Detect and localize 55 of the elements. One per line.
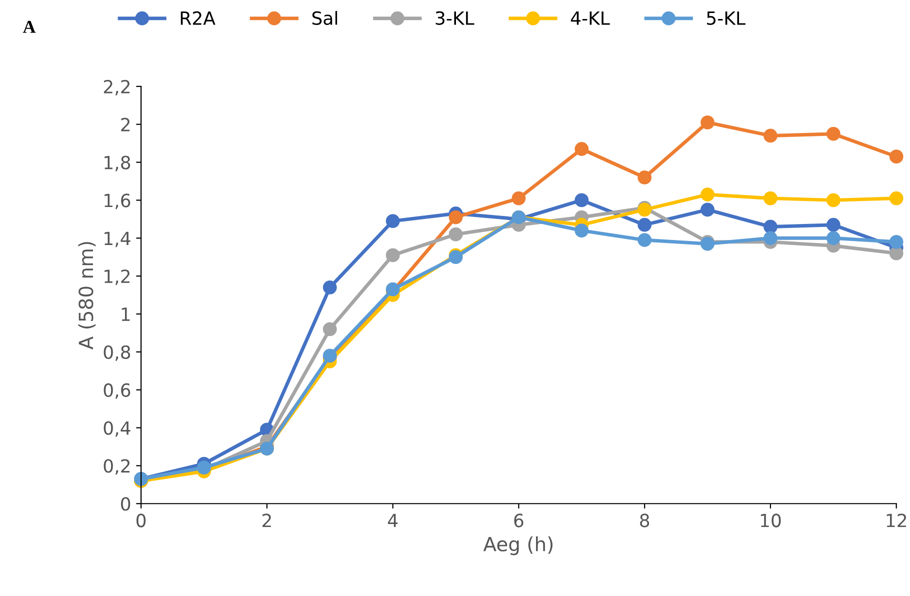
point bbox=[826, 126, 840, 141]
text: A bbox=[22, 20, 36, 33]
x-tick-label: 6 bbox=[514, 514, 524, 528]
legend-label: 5-KL bbox=[707, 12, 746, 25]
point bbox=[386, 214, 400, 228]
x-tick-label: 10 bbox=[760, 514, 781, 528]
point bbox=[826, 218, 840, 232]
y-tick-label: 1,2 bbox=[104, 270, 130, 286]
point bbox=[700, 116, 714, 130]
point bbox=[764, 128, 778, 143]
y-tick-label: 0,4 bbox=[104, 421, 130, 437]
y-tick-label: 1 bbox=[122, 308, 130, 321]
point bbox=[322, 280, 337, 294]
point bbox=[638, 218, 652, 232]
x-axis-title: Aeg (h) bbox=[483, 536, 552, 556]
y-tick-label: 2,2 bbox=[104, 80, 130, 96]
y-tick-label: 0,6 bbox=[104, 383, 130, 399]
x-tick-label: 12 bbox=[886, 514, 906, 528]
x-tick-label: 4 bbox=[388, 514, 398, 528]
point bbox=[574, 142, 589, 156]
point bbox=[700, 202, 714, 217]
point bbox=[574, 224, 589, 238]
point bbox=[764, 220, 778, 234]
y-tick-label: 1,6 bbox=[104, 194, 130, 210]
legend-label: 4-KL bbox=[570, 12, 610, 25]
x-tick-label: 0 bbox=[136, 514, 146, 528]
x-tick-label: 8 bbox=[640, 514, 650, 528]
legend-label: Sal bbox=[312, 10, 338, 25]
y-axis-title: A (580 nm) bbox=[78, 242, 96, 350]
legend-label: 3-KL bbox=[436, 11, 474, 25]
point bbox=[574, 193, 589, 208]
point bbox=[448, 210, 463, 224]
point bbox=[764, 231, 778, 246]
point bbox=[448, 227, 463, 242]
point bbox=[638, 170, 652, 184]
y-tick-label: 0 bbox=[121, 497, 130, 511]
point bbox=[512, 191, 526, 206]
point bbox=[826, 193, 840, 208]
point bbox=[638, 233, 652, 247]
point bbox=[386, 248, 400, 262]
point bbox=[889, 150, 904, 164]
y-tick-label: 0,8 bbox=[104, 345, 130, 361]
point bbox=[889, 234, 904, 249]
legend-label: R2A bbox=[180, 11, 216, 25]
point bbox=[826, 231, 840, 246]
point bbox=[889, 191, 904, 206]
point bbox=[322, 322, 337, 336]
y-tick-label: 1,8 bbox=[104, 156, 130, 172]
point bbox=[889, 246, 904, 260]
y-tick-label: 2 bbox=[121, 118, 130, 132]
x-tick-label: 2 bbox=[262, 514, 271, 528]
y-tick-label: 1,4 bbox=[104, 232, 130, 248]
point bbox=[700, 188, 714, 202]
y-tick-label: 0,2 bbox=[104, 459, 130, 475]
point bbox=[764, 191, 778, 206]
